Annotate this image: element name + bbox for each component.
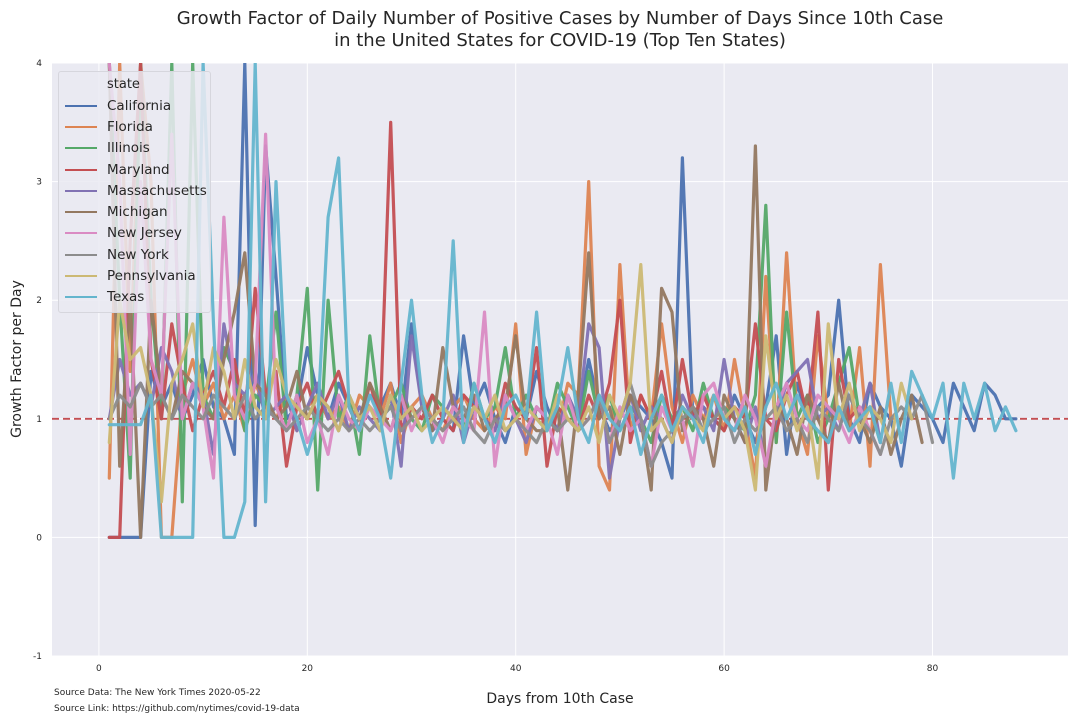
y-tick-label: 4 (36, 59, 42, 69)
legend-label: Michigan (107, 204, 168, 221)
legend: state California Florida Illinois Maryland M… (58, 71, 211, 313)
legend-item-texas: Texas (59, 287, 210, 308)
y-tick-label: -1 (33, 652, 42, 662)
x-tick-label: 60 (718, 664, 730, 674)
legend-item-massachusetts: Massachusetts (59, 180, 210, 201)
y-tick-label: 3 (36, 178, 42, 188)
legend-swatch (65, 232, 97, 235)
chart-title-line-2: in the United States for COVID-19 (Top T… (334, 30, 786, 51)
series-line-massachusetts (107, 322, 883, 480)
legend-title: state (107, 77, 140, 92)
x-axis-label: Days from 10th Case (486, 691, 634, 707)
source-link-note: Source Link: https://github.com/nytimes/… (54, 704, 300, 714)
legend-label: Massachusetts (107, 182, 207, 199)
legend-swatch (65, 189, 97, 192)
legend-label: Maryland (107, 161, 170, 178)
legend-label: Pennsylvania (107, 268, 196, 285)
legend-swatch (65, 104, 97, 107)
legend-label: New Jersey (107, 225, 182, 242)
y-tick-label: 0 (36, 533, 42, 543)
y-tick-label: 1 (36, 415, 42, 425)
legend-swatch (65, 275, 97, 278)
legend-label: Texas (107, 289, 145, 306)
tick-labels: 0 20 40 60 80 -1 0 1 2 3 4 (33, 59, 939, 674)
legend-item-new-york: New York (59, 244, 210, 265)
legend-swatch (65, 125, 97, 128)
legend-swatch (65, 253, 97, 256)
legend-label: Illinois (107, 140, 150, 157)
source-data-note: Source Data: The New York Times 2020-05-… (54, 688, 261, 698)
x-tick-label: 0 (96, 664, 102, 674)
y-tick-label: 2 (36, 296, 42, 306)
legend-item-california: California (59, 95, 210, 116)
chart-title: Growth Factor of Daily Number of Positiv… (0, 8, 1080, 52)
chart-title-line-1: Growth Factor of Daily Number of Positiv… (176, 8, 944, 29)
series-line-texas (107, 63, 1018, 540)
legend-label: Florida (107, 118, 153, 135)
legend-swatch (65, 147, 97, 150)
y-axis-label: Growth Factor per Day (9, 280, 25, 438)
x-tick-label: 20 (302, 664, 314, 674)
legend-swatch (65, 296, 97, 299)
legend-label: New York (107, 246, 169, 263)
legend-swatch (65, 211, 97, 214)
legend-item-michigan: Michigan (59, 201, 210, 222)
legend-item-illinois: Illinois (59, 138, 210, 159)
legend-item-pennsylvania: Pennsylvania (59, 265, 210, 286)
series-line-pennsylvania (107, 263, 914, 504)
legend-swatch (65, 168, 97, 171)
legend-item-maryland: Maryland (59, 159, 210, 180)
x-tick-label: 40 (510, 664, 522, 674)
legend-label: California (107, 97, 172, 114)
legend-item-new-jersey: New Jersey (59, 223, 210, 244)
legend-item-florida: Florida (59, 116, 210, 137)
x-tick-label: 80 (927, 664, 939, 674)
series-layer (107, 63, 1018, 540)
